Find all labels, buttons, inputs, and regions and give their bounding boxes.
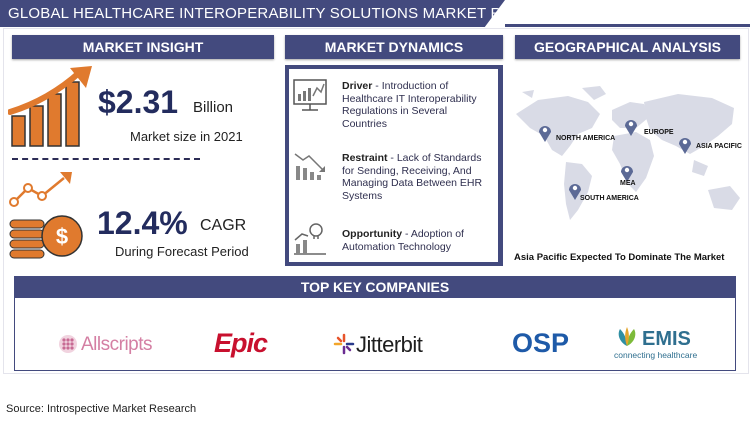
top-key-companies-header: TOP KEY COMPANIES	[14, 276, 736, 298]
north-america-pin-icon	[539, 126, 551, 142]
market-insight-header: MARKET INSIGHT	[12, 35, 274, 59]
asia-pacific-label: ASIA PACIFIC	[696, 143, 742, 150]
asia-pacific-pin-icon	[679, 138, 691, 154]
market-dynamics-header: MARKET DYNAMICS	[285, 35, 503, 59]
driver-label: Driver	[342, 80, 373, 92]
allscripts-logo: Allscripts	[81, 334, 153, 355]
companies-logo-strip	[14, 298, 736, 371]
south-america-pin-icon	[569, 184, 581, 200]
declining-bars-icon	[294, 153, 325, 180]
south-america-label: SOUTH AMERICA	[580, 195, 639, 202]
driver-description: - Introduction of Healthcare IT Interope…	[342, 80, 477, 130]
money-growth-icon: $	[9, 172, 83, 259]
europe-label: EUROPE	[644, 129, 674, 136]
driver-text: Driver - Introduction of Healthcare IT I…	[342, 80, 490, 130]
market-size-unit: Billion	[193, 99, 234, 116]
geographical-analysis-header: GEOGRAPHICAL ANALYSIS	[515, 35, 740, 59]
epic-logo: Epic	[214, 328, 268, 358]
market-dynamics-content	[289, 69, 498, 262]
market-size-caption: Market size in 2021	[130, 129, 243, 144]
jitterbit-logo-icon	[333, 333, 355, 355]
restraint-label: Restraint	[342, 152, 388, 164]
source-note: Source: Introspective Market Research	[6, 403, 197, 415]
restraint-description: - Lack of Standards for Sending, Receivi…	[342, 152, 483, 202]
title-bar	[0, 0, 505, 27]
osp-logo: OSP	[512, 328, 570, 358]
emis-leaf-icon	[618, 327, 636, 346]
geo-caption: Asia Pacific Expected To Dominate The Ma…	[514, 252, 725, 263]
jitterbit-logo: Jitterbit	[356, 332, 423, 357]
cagr-value: 12.4%	[97, 205, 188, 241]
opportunity-label: Opportunity	[342, 228, 403, 240]
europe-pin-icon	[625, 120, 637, 136]
growth-lightbulb-icon	[294, 223, 326, 255]
north-america-label: NORTH AMERICA	[556, 135, 616, 142]
emis-logo: EMIS	[642, 328, 691, 350]
title-underline	[505, 24, 750, 27]
world-map	[516, 86, 740, 220]
cagr-unit: CAGR	[200, 217, 247, 234]
allscripts-logo-icon	[59, 335, 77, 353]
svg-text:$: $	[56, 224, 68, 249]
opportunity-text: Opportunity - Adoption of Automation Tec…	[342, 228, 490, 253]
market-size-value: $2.31	[98, 84, 179, 120]
emis-tagline: connecting healthcare	[614, 350, 698, 360]
mea-label: MEA	[620, 180, 636, 187]
restraint-text: Restraint - Lack of Standards for Sendin…	[342, 152, 490, 202]
chart-board-icon	[293, 79, 327, 111]
cagr-caption: During Forecast Period	[115, 244, 249, 259]
mea-pin-icon	[621, 166, 633, 182]
dashed-divider	[12, 158, 200, 160]
opportunity-description: - Adoption of Automation Technology	[342, 228, 464, 253]
page-title: GLOBAL HEALTHCARE INTEROPERABILITY SOLUT…	[8, 5, 554, 22]
growth-chart-icon	[8, 66, 92, 147]
content-frame	[3, 28, 749, 374]
